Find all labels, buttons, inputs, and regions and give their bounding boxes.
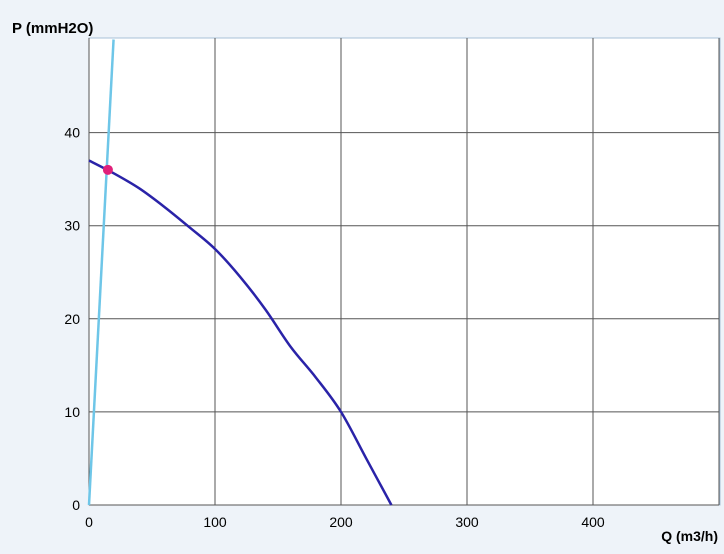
x-tick-label: 200	[329, 514, 353, 530]
y-axis-label: P (mmH2O)	[12, 20, 93, 37]
x-tick-label: 400	[581, 514, 605, 530]
y-tick-label: 0	[72, 497, 80, 513]
tick-labels: 0 100 200 300 400 0 10 20 30 40	[64, 125, 604, 530]
y-tick-label: 10	[64, 404, 80, 420]
plot-area	[88, 37, 721, 506]
y-tick-label: 20	[64, 311, 80, 327]
y-tick-label: 30	[64, 218, 80, 234]
series-line-1	[88, 159, 393, 506]
series-line-2	[87, 39, 115, 506]
x-axis-label: Q (m3/h)	[661, 528, 718, 544]
y-tick-label: 40	[64, 125, 80, 141]
series-layer	[87, 39, 393, 506]
x-tick-label: 0	[85, 514, 93, 530]
operating-point	[102, 164, 113, 175]
grid	[88, 38, 720, 506]
x-tick-label: 100	[203, 514, 227, 530]
x-tick-label: 300	[455, 514, 479, 530]
